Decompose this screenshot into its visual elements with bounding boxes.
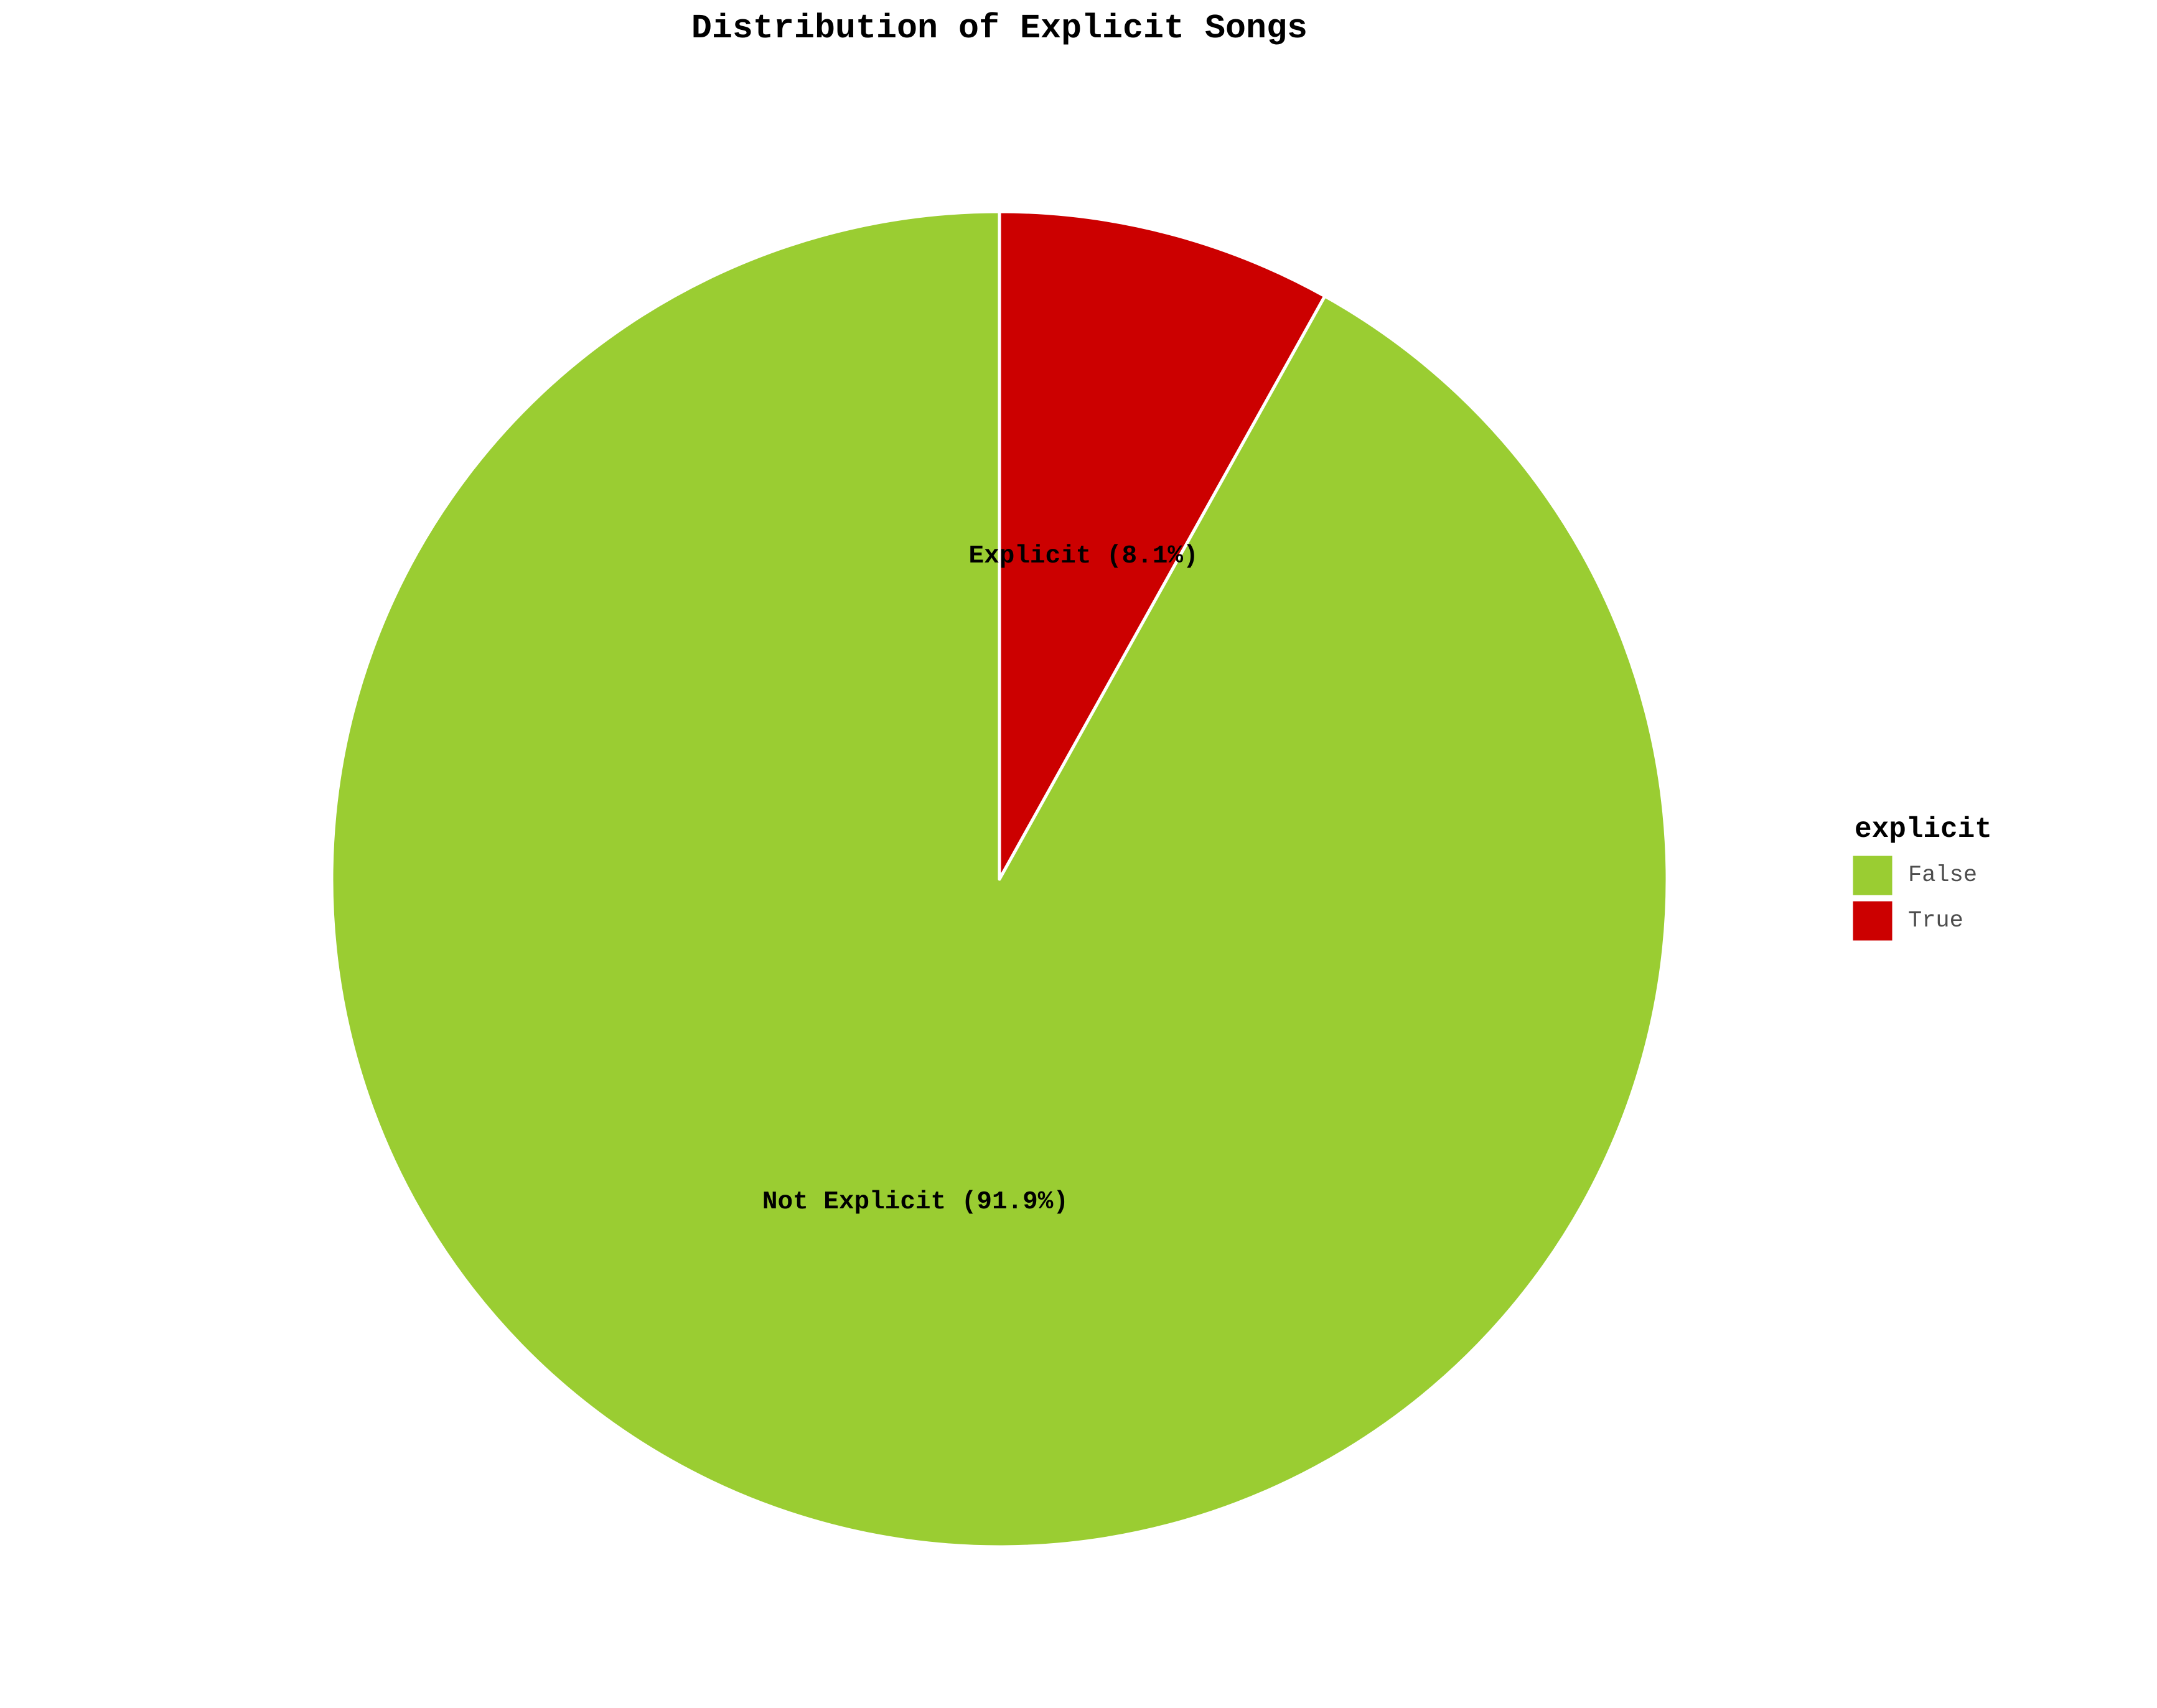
legend-swatch-true: [1851, 899, 1894, 943]
legend-entries: False True: [1851, 854, 1977, 943]
legend-title: explicit: [1855, 813, 1992, 846]
pie-slice-false: [330, 210, 1669, 1549]
chart-title: Distribution of Explicit Songs: [691, 9, 1308, 48]
pie: [330, 210, 1669, 1549]
pie-label-false: Not Explicit (91.9%): [762, 1188, 1069, 1216]
legend-swatch-false: [1851, 854, 1894, 897]
pie-labels: Explicit (8.1%) Not Explicit (91.9%): [762, 542, 1199, 1216]
pie-slice-true: [998, 210, 1327, 881]
legend-label-false: False: [1908, 862, 1977, 889]
legend: explicit False True: [1851, 813, 1992, 943]
legend-label-true: True: [1908, 908, 1963, 934]
pie-label-true: Explicit (8.1%): [969, 542, 1199, 571]
